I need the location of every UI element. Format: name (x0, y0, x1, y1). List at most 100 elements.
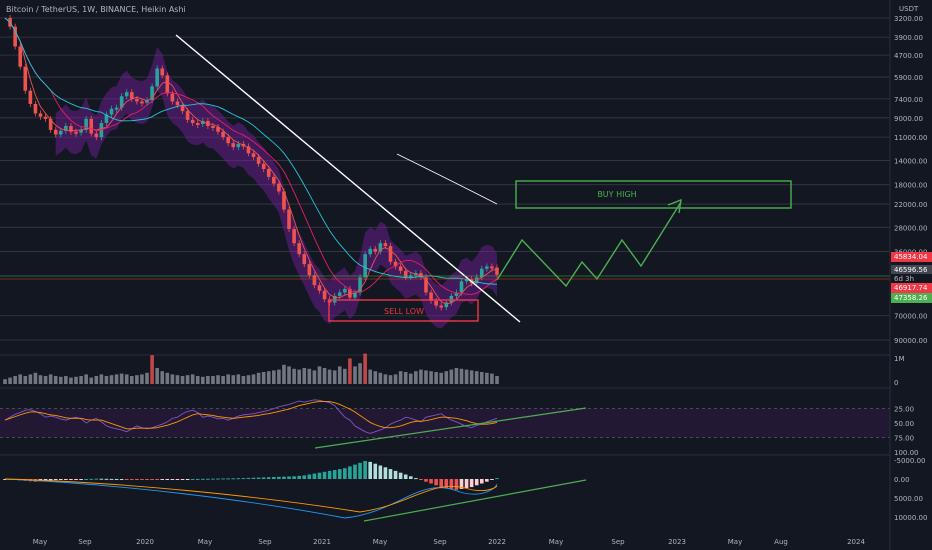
volume-bar (332, 370, 337, 384)
macd-histogram-bar (180, 479, 185, 480)
candle (33, 103, 38, 114)
candle (74, 131, 78, 134)
volume-bar (18, 374, 23, 384)
macd-histogram-bar (398, 472, 403, 479)
candle (201, 120, 205, 125)
volume-bar (109, 375, 114, 384)
macd-histogram-bar (64, 479, 68, 480)
volume-bar (150, 355, 154, 384)
candle (18, 46, 23, 67)
candle (337, 292, 342, 296)
x-tick-label: 2022 (488, 538, 506, 546)
macd-histogram-bar (160, 479, 165, 480)
candle (58, 130, 63, 135)
macd-histogram-bar (343, 468, 347, 479)
volume-bar (69, 377, 73, 384)
projection-line (396, 153, 498, 205)
macd-histogram-bar (307, 474, 312, 479)
moving-average-line (4, 17, 498, 305)
candle (282, 191, 286, 210)
candle (322, 290, 327, 300)
price-tag-label: 47358.26 (894, 294, 928, 302)
candle (114, 107, 119, 110)
macd-tick-label: -5000.00 (894, 457, 925, 465)
volume-bar (261, 372, 266, 384)
candle (287, 209, 291, 230)
volume-bar (393, 374, 398, 384)
volume-bar (160, 371, 165, 384)
volume-bar (454, 368, 459, 384)
x-tick-label: Sep (258, 538, 272, 546)
candle (348, 288, 352, 298)
x-tick-label: 2021 (313, 538, 331, 546)
macd-histogram-bar (170, 479, 175, 480)
price-tag (891, 274, 932, 284)
macd-histogram-bar (429, 479, 433, 484)
volume-bar (175, 375, 180, 384)
rsi-line (4, 399, 498, 434)
macd-histogram-bar (358, 462, 362, 479)
volume-bar (119, 373, 124, 384)
macd-histogram-bar (449, 479, 454, 489)
candle (226, 137, 230, 144)
macd-signal-line (4, 478, 498, 513)
volume-axis-zero: 0 (894, 379, 898, 387)
macd-histogram-bar (84, 479, 88, 480)
volume-bar (195, 376, 200, 384)
volume-bar (282, 364, 286, 384)
volume-bar (272, 370, 276, 384)
sell-low-box (328, 299, 479, 322)
moving-average-line (4, 17, 498, 285)
volume-bar (79, 376, 83, 384)
volume-bar (206, 376, 210, 384)
candle (424, 277, 428, 293)
candle (216, 126, 220, 132)
volume-bar (424, 370, 428, 384)
x-tick-label: May (549, 538, 563, 546)
x-tick-label: 2023 (668, 538, 686, 546)
ema-ribbon (55, 46, 497, 329)
volume-bar (307, 368, 312, 384)
candle (383, 243, 388, 247)
price-tag-label: 6d 3h (894, 275, 914, 283)
candle (160, 68, 165, 76)
candle (388, 246, 393, 262)
macd-histogram-bar (490, 479, 494, 480)
macd-histogram-bar (256, 477, 261, 479)
candle (43, 116, 48, 119)
volume-bar (353, 366, 357, 384)
macd-divergence-line (363, 479, 587, 522)
y-tick-label: 4700.00 (894, 52, 923, 60)
x-tick-label: Sep (433, 538, 447, 546)
x-tick-label: 2020 (136, 538, 154, 546)
candle (317, 285, 322, 291)
candle (119, 96, 124, 108)
volume-bar (337, 366, 342, 384)
macd-histogram-bar (94, 478, 99, 480)
candle (485, 266, 489, 269)
macd-histogram-bar (368, 461, 372, 479)
macd-histogram-bar (479, 479, 484, 484)
volume-bar (28, 374, 33, 384)
candle (150, 86, 154, 101)
y-tick-label: 3900.00 (894, 34, 923, 42)
y-tick-label: 7400.00 (894, 96, 923, 104)
volume-bar (368, 369, 372, 384)
volume-bar (43, 376, 48, 384)
candle (175, 101, 180, 106)
volume-bar (53, 376, 58, 384)
volume-bar (201, 376, 205, 384)
candle (251, 153, 256, 157)
candle (449, 295, 454, 303)
volume-bar (99, 374, 104, 384)
macd-histogram-bar (393, 470, 398, 479)
macd-histogram-bar (135, 479, 139, 480)
macd-tick-label: 10000.00 (894, 514, 927, 522)
volume-bar (429, 371, 433, 384)
candle (170, 93, 175, 102)
macd-histogram-bar (43, 479, 48, 481)
candle (89, 118, 94, 134)
x-tick-label: Sep (78, 538, 92, 546)
candle (28, 90, 33, 104)
